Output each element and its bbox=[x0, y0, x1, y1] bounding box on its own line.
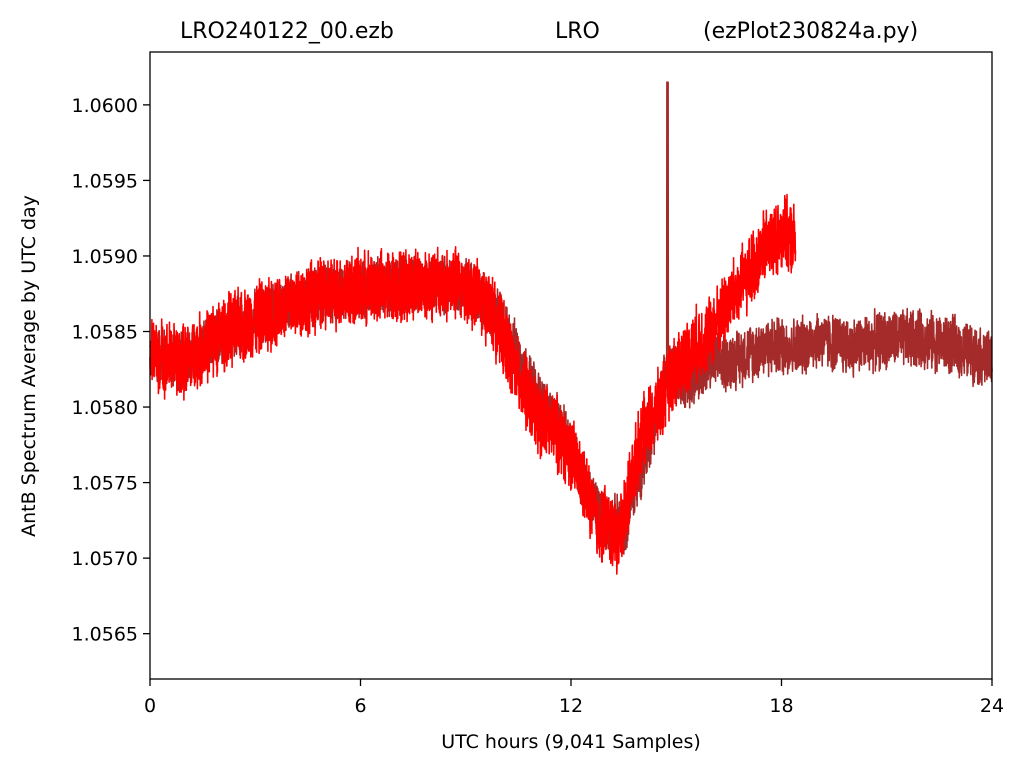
y-tick-label: 1.0575 bbox=[72, 473, 138, 495]
y-tick-label: 1.0570 bbox=[72, 548, 138, 570]
y-tick-label: 1.0595 bbox=[72, 170, 138, 192]
chart-title-left: LRO240122_00.ezb bbox=[180, 19, 394, 44]
x-axis-label: UTC hours (9,041 Samples) bbox=[441, 731, 701, 753]
x-tick-label: 0 bbox=[144, 695, 156, 717]
plot-area-frame bbox=[149, 51, 993, 680]
x-tick-label: 12 bbox=[559, 695, 583, 717]
x-axis: 0 6 12 18 24 bbox=[144, 679, 1004, 717]
series-line-red bbox=[149, 193, 797, 575]
chart-title-right: (ezPlot230824a.py) bbox=[703, 19, 918, 44]
chart-title-center: LRO bbox=[555, 19, 600, 44]
y-tick-label: 1.0590 bbox=[72, 246, 138, 268]
y-axis-label: AntB Spectrum Average by UTC day bbox=[18, 195, 40, 537]
x-tick-label: 6 bbox=[354, 695, 366, 717]
y-tick-label: 1.0580 bbox=[72, 397, 138, 419]
y-axis: 1.0565 1.0570 1.0575 1.0580 1.0585 1.0590 1.05… bbox=[72, 95, 150, 646]
y-tick-label: 1.0585 bbox=[72, 322, 138, 344]
x-tick-label: 24 bbox=[980, 695, 1004, 717]
series-layer bbox=[149, 81, 993, 575]
y-tick-label: 1.0600 bbox=[72, 95, 138, 117]
y-tick-label: 1.0565 bbox=[72, 624, 138, 646]
x-tick-label: 18 bbox=[769, 695, 793, 717]
